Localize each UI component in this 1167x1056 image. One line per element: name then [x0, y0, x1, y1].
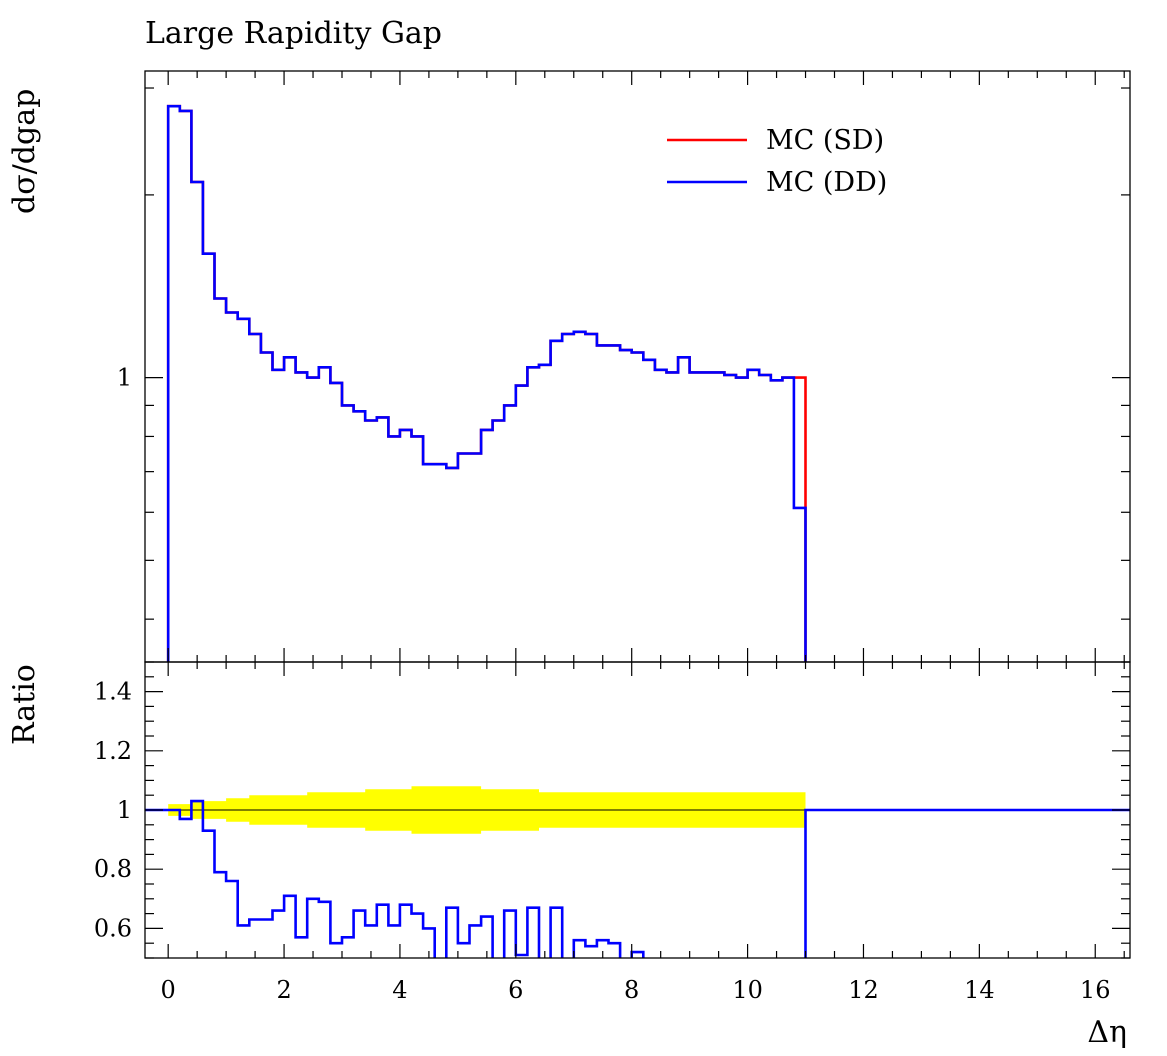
- legend-label-dd: MC (DD): [766, 167, 887, 198]
- series-sd-histogram: [166, 104, 807, 662]
- x-tick-label: 2: [276, 976, 291, 1004]
- series-dd-histogram: [166, 104, 807, 662]
- ratio-y-tick-label: 0.6: [94, 914, 132, 942]
- x-tick-label: 10: [732, 976, 763, 1004]
- x-tick-label: 6: [508, 976, 523, 1004]
- main-y-tick-label: 1: [117, 364, 132, 392]
- ratio-y-tick-label: 1: [117, 796, 132, 824]
- main-series-group: [166, 104, 807, 662]
- ratio-y-tick-label: 1.2: [94, 737, 132, 765]
- axis-tick-labels: 0 2 4 6 8 10 12 14 16 1 0.6 0.8 1 1.2 1.4: [94, 364, 1111, 1004]
- legend: MC (SD) MC (DD): [667, 125, 887, 198]
- series-dd-ratio: [145, 799, 1130, 958]
- legend-label-sd: MC (SD): [766, 125, 884, 156]
- x-tick-label: 16: [1080, 976, 1111, 1004]
- ratio-y-tick-label: 0.8: [94, 855, 132, 883]
- ratio-y-tick-label: 1.4: [94, 678, 132, 706]
- x-tick-label: 8: [624, 976, 639, 1004]
- ratio-y-axis-label: Ratio: [7, 664, 42, 745]
- x-tick-label: 4: [392, 976, 407, 1004]
- main-y-axis-label: dσ/dgap: [7, 89, 42, 214]
- ratio-series-group: [145, 799, 1130, 958]
- x-tick-label: 0: [161, 976, 176, 1004]
- main-panel-frame: [144, 70, 1131, 663]
- x-axis-label: Δη: [1087, 1015, 1127, 1050]
- x-tick-label: 14: [964, 976, 995, 1004]
- chart-title: Large Rapidity Gap: [145, 16, 442, 51]
- x-tick-label: 12: [848, 976, 879, 1004]
- axis-ticks: [145, 71, 1130, 959]
